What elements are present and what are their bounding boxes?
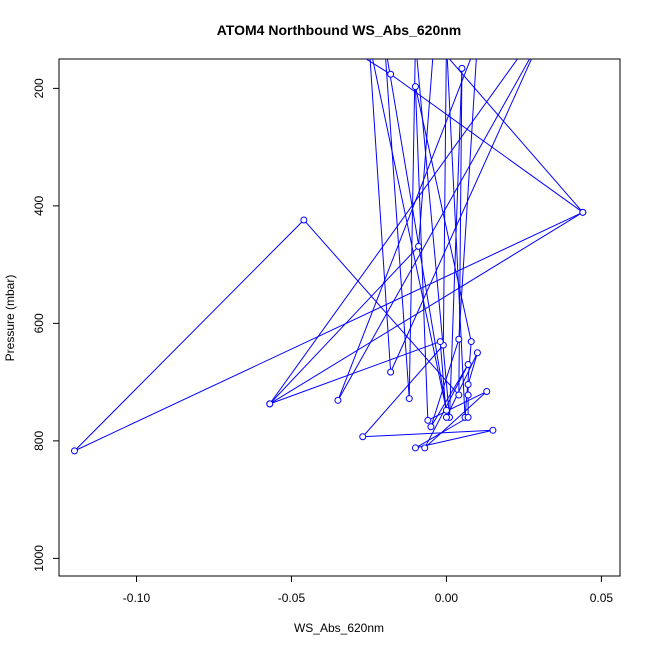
series-line-segment [467,352,478,385]
series-line-segment [424,391,488,449]
x-tick-label: -0.05 [278,591,306,605]
data-point [405,395,413,403]
series-line-segment [448,59,584,213]
data-point [455,335,463,343]
series-line-segment [430,364,469,428]
series-line-segment [424,364,469,449]
y-tick-label: 600 [32,313,46,333]
series-line-segment [458,59,477,340]
data-point [70,447,78,455]
data-point [464,391,472,399]
series-line-segment [442,59,447,346]
series-line-segment [385,59,410,399]
y-tick-label: 800 [32,431,46,451]
x-axis-label: WS_Abs_620nm [294,621,384,635]
series-line-segment [372,59,447,411]
series-line-segment [337,59,531,401]
series-line-segment [464,341,472,418]
series-line-segment [445,352,478,418]
plot-frame [58,58,621,577]
data-point [415,242,423,250]
series-line-segment [386,59,447,411]
series-line-segment [337,59,472,401]
data-point [579,208,587,216]
y-tick-label: 1000 [32,545,46,572]
series-line-segment [362,429,493,438]
series-line-segment [269,341,441,405]
y-tick-label: 400 [32,196,46,216]
data-point [427,423,435,431]
series-line-segment [74,211,584,452]
data-point [334,396,342,404]
data-point [473,349,481,357]
series-line-segment [408,59,416,399]
data-point [436,338,444,346]
series-line-segment [416,59,451,418]
y-tick-label: 200 [32,78,46,98]
chart-title: ATOM4 Northbound WS_Abs_620nm [217,22,462,38]
series-line-segment [446,59,466,418]
x-tick-label: -0.10 [123,591,151,605]
data-point [387,70,395,78]
series-line-segment [430,339,460,427]
x-tick-label: 0.00 [435,591,459,605]
data-point [458,64,466,72]
series-line-segment [449,68,463,418]
data-point [464,361,472,368]
data-point [300,216,308,224]
series-line-segment [369,59,392,373]
data-point [424,416,432,424]
series-line-segment [390,73,584,213]
data-point [266,400,274,408]
series-line-segment [390,59,533,373]
data-point [464,413,472,421]
y-axis: 200 400 600 800 1000 [32,78,60,572]
series-line-segment [269,59,519,405]
data-point [467,338,475,346]
x-tick-label: 0.05 [590,591,614,605]
series-line-segment [439,341,447,418]
data-point [411,444,419,452]
y-axis-label: Pressure (mbar) [3,275,17,362]
series-line-segment [365,59,391,75]
data-point [455,391,463,399]
series-line-segment [269,211,584,405]
series-line-segment [414,86,472,342]
series-line-segment [418,59,434,247]
series-line-segment [415,429,494,449]
series-line-segment [74,219,305,452]
data-point [387,368,395,376]
series-line-segment [362,344,444,438]
series-line-segment [427,391,487,421]
data-point [442,413,450,421]
series-line-segment [415,416,469,449]
data-point [359,433,367,441]
data-point [442,406,450,414]
data-point [483,388,491,396]
data-point [411,83,419,91]
plot-area [70,59,587,455]
data-point [421,444,429,452]
x-axis: -0.10 -0.05 0.00 0.05 [123,575,614,605]
data-point [489,426,497,434]
series-line-segment [269,246,419,405]
series-line-segment [303,219,460,396]
data-point [464,380,472,388]
